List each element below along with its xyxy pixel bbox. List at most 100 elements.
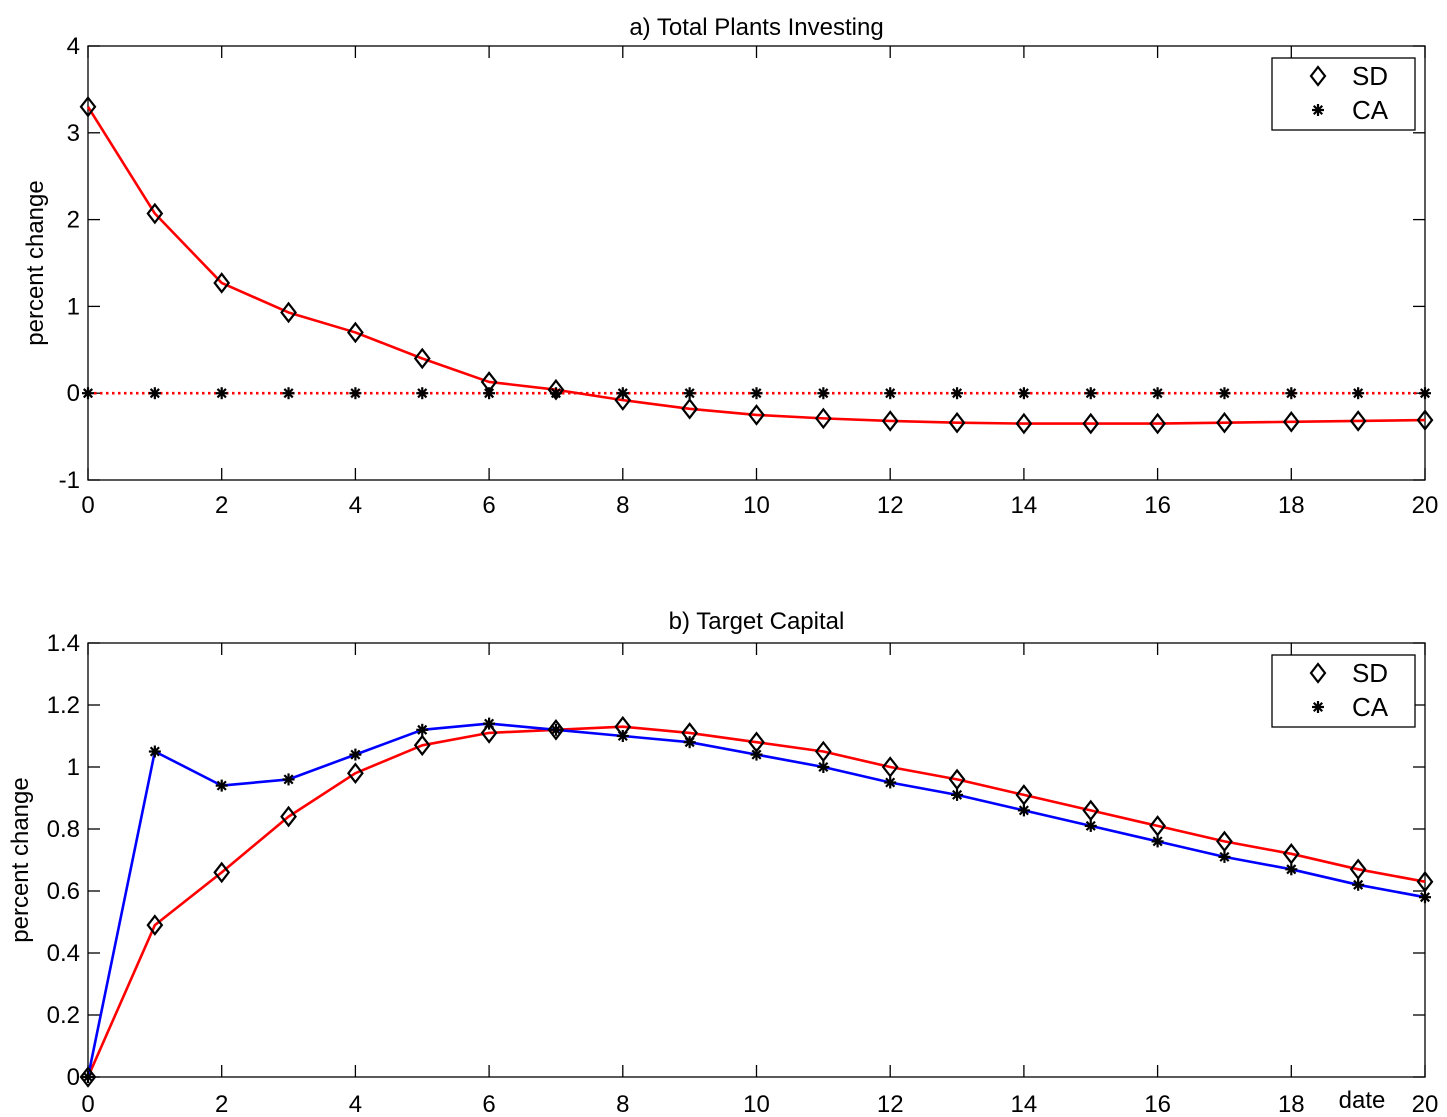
chart-title: b) Target Capital [669,608,845,635]
point-sd [681,398,699,420]
x-tick-label: 12 [877,1091,904,1117]
point-sd [948,768,966,791]
point-sd [948,411,966,434]
chart-title: a) Total Plants Investing [629,14,883,41]
x-tick-label: 16 [1144,492,1171,519]
x-tick-label: 0 [81,1091,94,1117]
point-sd [146,202,164,225]
point-sd [413,347,431,370]
point-sd [213,861,231,884]
point-sd [413,734,431,757]
point-sd [1082,799,1100,822]
point-ca [951,387,964,400]
point-sd [480,722,498,744]
point-ca [483,387,496,400]
x-tick-label: 14 [1011,1091,1038,1117]
x-tick-label: 18 [1278,1091,1305,1117]
point-sd [79,1066,97,1088]
point-ca [1419,891,1431,904]
point-ca [750,748,763,761]
y-axis-label: percent change [22,180,49,345]
x-tick-label: 10 [743,492,770,519]
x-tick-label: 8 [616,492,629,519]
point-ca [616,730,629,742]
legend: SD CA [1271,654,1416,728]
y-tick-label: 0.8 [47,816,80,843]
point-ca [483,717,496,730]
point-ca [282,387,295,400]
legend-label-sd: SD [1352,61,1388,91]
point-ca [215,387,228,400]
x-tick-label: 6 [482,492,495,519]
legend-marker-sd [1309,662,1327,684]
point-ca [1218,850,1231,863]
x-tick-label: 16 [1144,1091,1171,1117]
point-sd [213,272,231,294]
point-sd [1282,843,1300,865]
x-tick-label: 4 [349,1091,362,1117]
point-ca [884,387,897,400]
panel-b: 0 2 4 6 8 10 12 14 16 18 20 0 0.2 0.4 0.6 0.8 1 1.2 1.4 b) … [7,608,1438,1117]
point-sd [748,404,765,426]
point-sd [280,301,297,324]
point-ca [951,788,964,801]
point-ca [215,779,228,792]
point-ca [82,387,94,400]
point-sd [881,756,899,778]
point-ca [616,387,629,400]
y-tick-label: 1 [67,754,80,781]
point-ca [1017,804,1030,817]
y-tick-label: 0 [67,380,80,407]
y-tick-label: 4 [67,33,80,60]
point-sd [1416,870,1434,893]
point-sd [1015,412,1033,435]
point-ca [1285,387,1298,400]
point-ca [1151,387,1164,400]
x-tick-label: 4 [349,492,362,519]
point-sd [1015,784,1033,806]
point-sd [1149,412,1166,435]
x-tick-label: 12 [877,492,904,519]
point-sd [1282,411,1300,433]
y-tick-label: 1 [67,293,80,320]
point-sd [1082,412,1100,435]
point-ca [416,387,429,400]
x-tick-label: 2 [215,492,228,519]
point-sd [1216,830,1233,853]
point-sd [1216,411,1233,434]
x-tick-label: 0 [81,492,94,519]
point-ca [1352,387,1365,400]
point-sd [146,914,164,936]
point-ca [148,745,161,758]
legend-label-sd: SD [1352,658,1388,688]
point-ca [884,776,897,789]
legend: SD CA [1271,57,1416,131]
point-sd [614,389,632,411]
x-tick-label: 20 [1412,1091,1439,1117]
point-ca [1218,387,1231,400]
x-tick-label: 8 [616,1091,629,1117]
point-ca [683,736,696,749]
x-tick-label: 2 [215,1091,228,1117]
point-ca [1419,387,1431,400]
point-ca [1151,835,1164,848]
x-tick-label: 14 [1011,492,1038,519]
point-sd [280,805,297,828]
point-ca [549,387,562,400]
point-ca [1084,387,1097,400]
point-ca [1285,863,1298,876]
y-tick-label: 0 [67,1064,80,1091]
legend-box [1271,57,1416,131]
point-sd [347,321,364,344]
point-ca [349,748,362,761]
y-axis-label: percent change [7,777,34,942]
x-tick-label: 20 [1412,492,1439,519]
y-tick-label: 3 [67,120,80,147]
x-tick-label: 6 [482,1091,495,1117]
point-ca [683,387,696,400]
legend-label-ca: CA [1352,692,1389,722]
legend-box [1271,654,1416,728]
y-tick-label: 0.4 [47,940,80,967]
